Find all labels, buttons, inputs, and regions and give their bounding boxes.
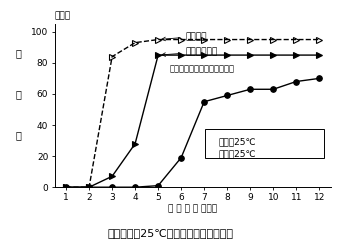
Text: 室温：25℃: 室温：25℃ — [219, 138, 256, 146]
Text: 図２　地温25℃における出芽率の推移: 図２ 地温25℃における出芽率の推移 — [107, 228, 234, 238]
Text: 率: 率 — [16, 130, 21, 140]
Text: 地温：25℃: 地温：25℃ — [219, 150, 256, 159]
X-axis label: 置 床 日 数 （日）: 置 床 日 数 （日） — [168, 204, 217, 213]
Text: ソルガム: ソルガム — [162, 32, 207, 41]
Text: 出: 出 — [16, 48, 21, 58]
Text: 芽: 芽 — [16, 89, 21, 99]
Text: オオオナモミ: オオオナモミ — [162, 48, 218, 56]
Text: （％）: （％） — [55, 12, 71, 21]
Text: シロバナチョウセンアサガオ: シロバナチョウセンアサガオ — [170, 65, 235, 74]
FancyBboxPatch shape — [205, 129, 324, 158]
